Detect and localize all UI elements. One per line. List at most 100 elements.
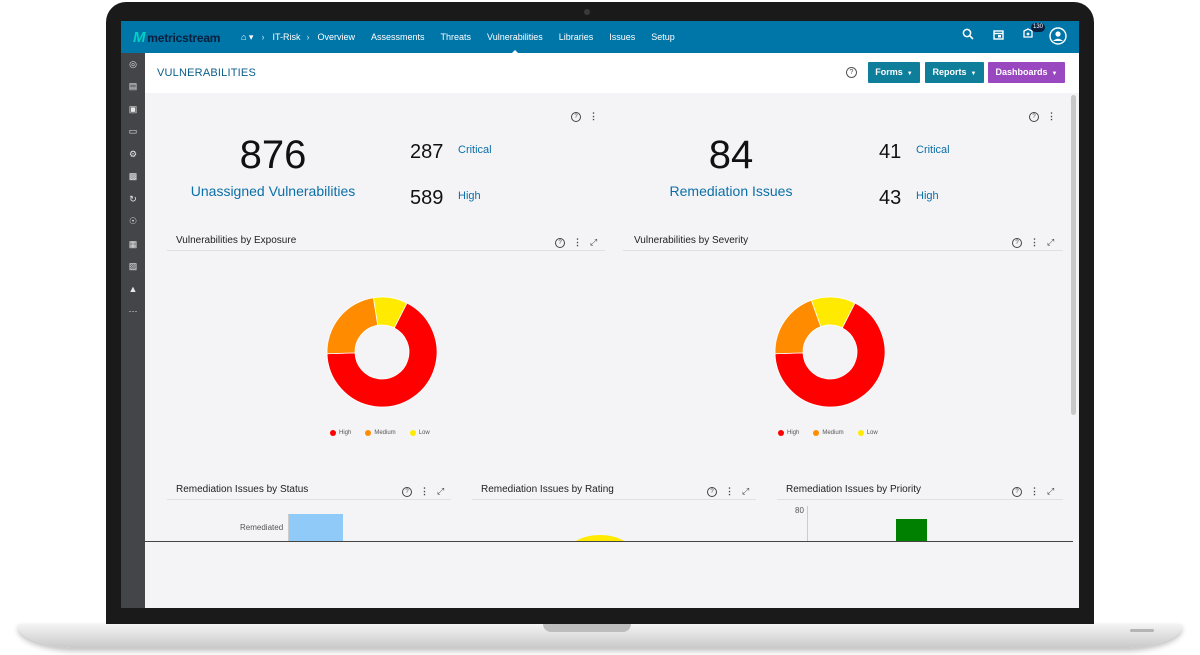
more-icon[interactable]: ⋮ [725,486,734,496]
webcam [584,9,590,15]
sidebar-dashboard-icon[interactable]: ◎ [129,58,137,69]
dashboards-button-label: Dashboards [995,67,1048,77]
legend-low[interactable]: Low [857,430,878,436]
severity-legend: High Medium Low [778,430,878,436]
legend-high[interactable]: High [330,430,351,436]
forms-button-label: Forms [875,67,903,77]
scrollbar[interactable] [1071,95,1076,415]
help-icon[interactable]: ? [1012,486,1022,497]
help-icon[interactable]: ? [1012,237,1022,248]
help-icon[interactable]: ? [571,111,581,122]
divider [623,250,1063,251]
sidebar-settings-icon[interactable]: ⚙ [128,148,138,159]
help-icon[interactable]: ? [402,486,412,497]
unassigned-total: 876 [239,133,307,177]
exposure-chart-actions: ? ⋮ ⤢ [555,237,597,248]
sidebar-warning-icon[interactable]: ▲ [128,284,138,295]
legend-high[interactable]: High [778,430,799,436]
chevron-right-icon: › [261,32,265,42]
brand-logo[interactable]: M metricstream [133,29,220,46]
sidebar-report-icon[interactable]: ▤ [128,81,138,92]
donut-slice-low[interactable] [372,296,408,329]
nav-item-vulnerabilities[interactable]: Vulnerabilities [487,32,543,54]
unassigned-high-count: 589 [410,187,444,209]
sidebar-help-icon[interactable]: ☉ [128,216,138,227]
exposure-chart-title: Vulnerabilities by Exposure [176,235,297,246]
sidebar-more-icon[interactable]: ⋯ [128,306,138,317]
donut-slice-medium[interactable] [326,297,379,355]
priority-axis-tick: 80 [795,506,804,515]
status-chart-title: Remediation Issues by Status [176,484,309,495]
search-icon[interactable] [959,27,977,45]
page-header: VULNERABILITIES ? Forms ▼ Reports ▼ Dashbo… [145,53,1079,93]
remediation-high-label[interactable]: High [916,190,939,202]
forms-button[interactable]: Forms ▼ [868,62,920,83]
nav-item-setup[interactable]: Setup [651,32,675,42]
priority-bar[interactable] [896,519,927,544]
caret-down-icon: ▼ [1051,71,1058,77]
sidebar-monitor-icon[interactable]: ▣ [128,103,138,114]
nav-item-issues[interactable]: Issues [609,32,636,42]
laptop-indicator [1130,629,1154,632]
help-icon[interactable]: ? [707,486,717,497]
more-icon[interactable]: ⋮ [1030,237,1039,247]
remediation-critical-count: 41 [879,141,902,163]
legend-medium[interactable]: Medium [365,430,396,436]
sidebar-desktop-icon[interactable]: ▭ [128,126,138,137]
unassigned-high-label[interactable]: High [458,190,481,202]
exposure-legend: High Medium Low [330,430,430,436]
donut-slice-low[interactable] [810,296,856,329]
sidebar-refresh-icon[interactable]: ↻ [129,193,137,204]
notifications-icon[interactable]: 130 [1019,23,1045,45]
reports-button[interactable]: Reports ▼ [925,62,984,83]
more-icon[interactable]: ⋮ [589,111,598,121]
help-icon[interactable]: ? [1029,111,1039,122]
divider [167,499,451,500]
more-icon[interactable]: ⋮ [1047,111,1056,121]
divider [167,250,605,251]
legend-medium[interactable]: Medium [813,430,844,436]
expand-icon[interactable]: ⤢ [437,486,445,496]
remediation-label[interactable]: Remediation Issues [669,183,793,199]
nav-item-threats[interactable]: Threats [440,32,472,42]
user-avatar[interactable] [1049,27,1067,45]
unassigned-label[interactable]: Unassigned Vulnerabilities [190,183,356,199]
nav-item-libraries[interactable]: Libraries [558,32,594,42]
remediation-critical-label[interactable]: Critical [916,144,950,156]
calendar-icon[interactable] [989,27,1007,45]
widget-actions-1: ? ⋮ [571,111,598,122]
help-icon[interactable]: ? [555,237,565,248]
legend-label: High [787,430,800,436]
donut-slice-high[interactable] [326,302,438,408]
donut-slice-high[interactable] [774,302,886,408]
status-category-label: Remediated [240,523,284,532]
reports-button-label: Reports [932,67,967,77]
sidebar-documents-icon[interactable]: ▩ [128,171,138,182]
expand-icon[interactable]: ⤢ [590,237,598,247]
laptop-notch [543,624,631,632]
dashboards-button[interactable]: Dashboards ▼ [988,62,1065,83]
priority-axis [807,506,808,544]
expand-icon[interactable]: ⤢ [742,486,750,496]
nav-item-it-risk[interactable]: IT-Risk [272,32,301,42]
sidebar-files-icon[interactable]: ▨ [128,261,138,272]
more-icon[interactable]: ⋮ [420,486,429,496]
help-icon[interactable]: ? [846,67,857,78]
nav-item-overview[interactable]: Overview [317,32,355,42]
screen: M metricstream ⌂ ▾ › IT-Risk › Overview … [121,21,1079,608]
more-icon[interactable]: ⋮ [1030,486,1039,496]
caret-down-icon: ▼ [970,71,977,77]
sidebar-tasks-icon[interactable]: ▦ [128,238,138,249]
unassigned-critical-label[interactable]: Critical [458,144,492,156]
legend-low[interactable]: Low [409,430,430,436]
nav-item-assessments[interactable]: Assessments [370,32,425,42]
status-bar-remediated[interactable] [289,514,343,544]
expand-icon[interactable]: ⤢ [1047,237,1055,247]
expand-icon[interactable]: ⤢ [1047,486,1055,496]
main-nav: ⌂ ▾ › IT-Risk › Overview Assessments Thr… [241,21,691,54]
legend-dot-low [409,430,416,436]
more-icon[interactable]: ⋮ [573,237,582,247]
home-icon[interactable]: ⌂ ▾ [241,31,254,42]
widget-actions-2: ? ⋮ [1029,111,1056,122]
legend-label: Medium [822,430,844,436]
